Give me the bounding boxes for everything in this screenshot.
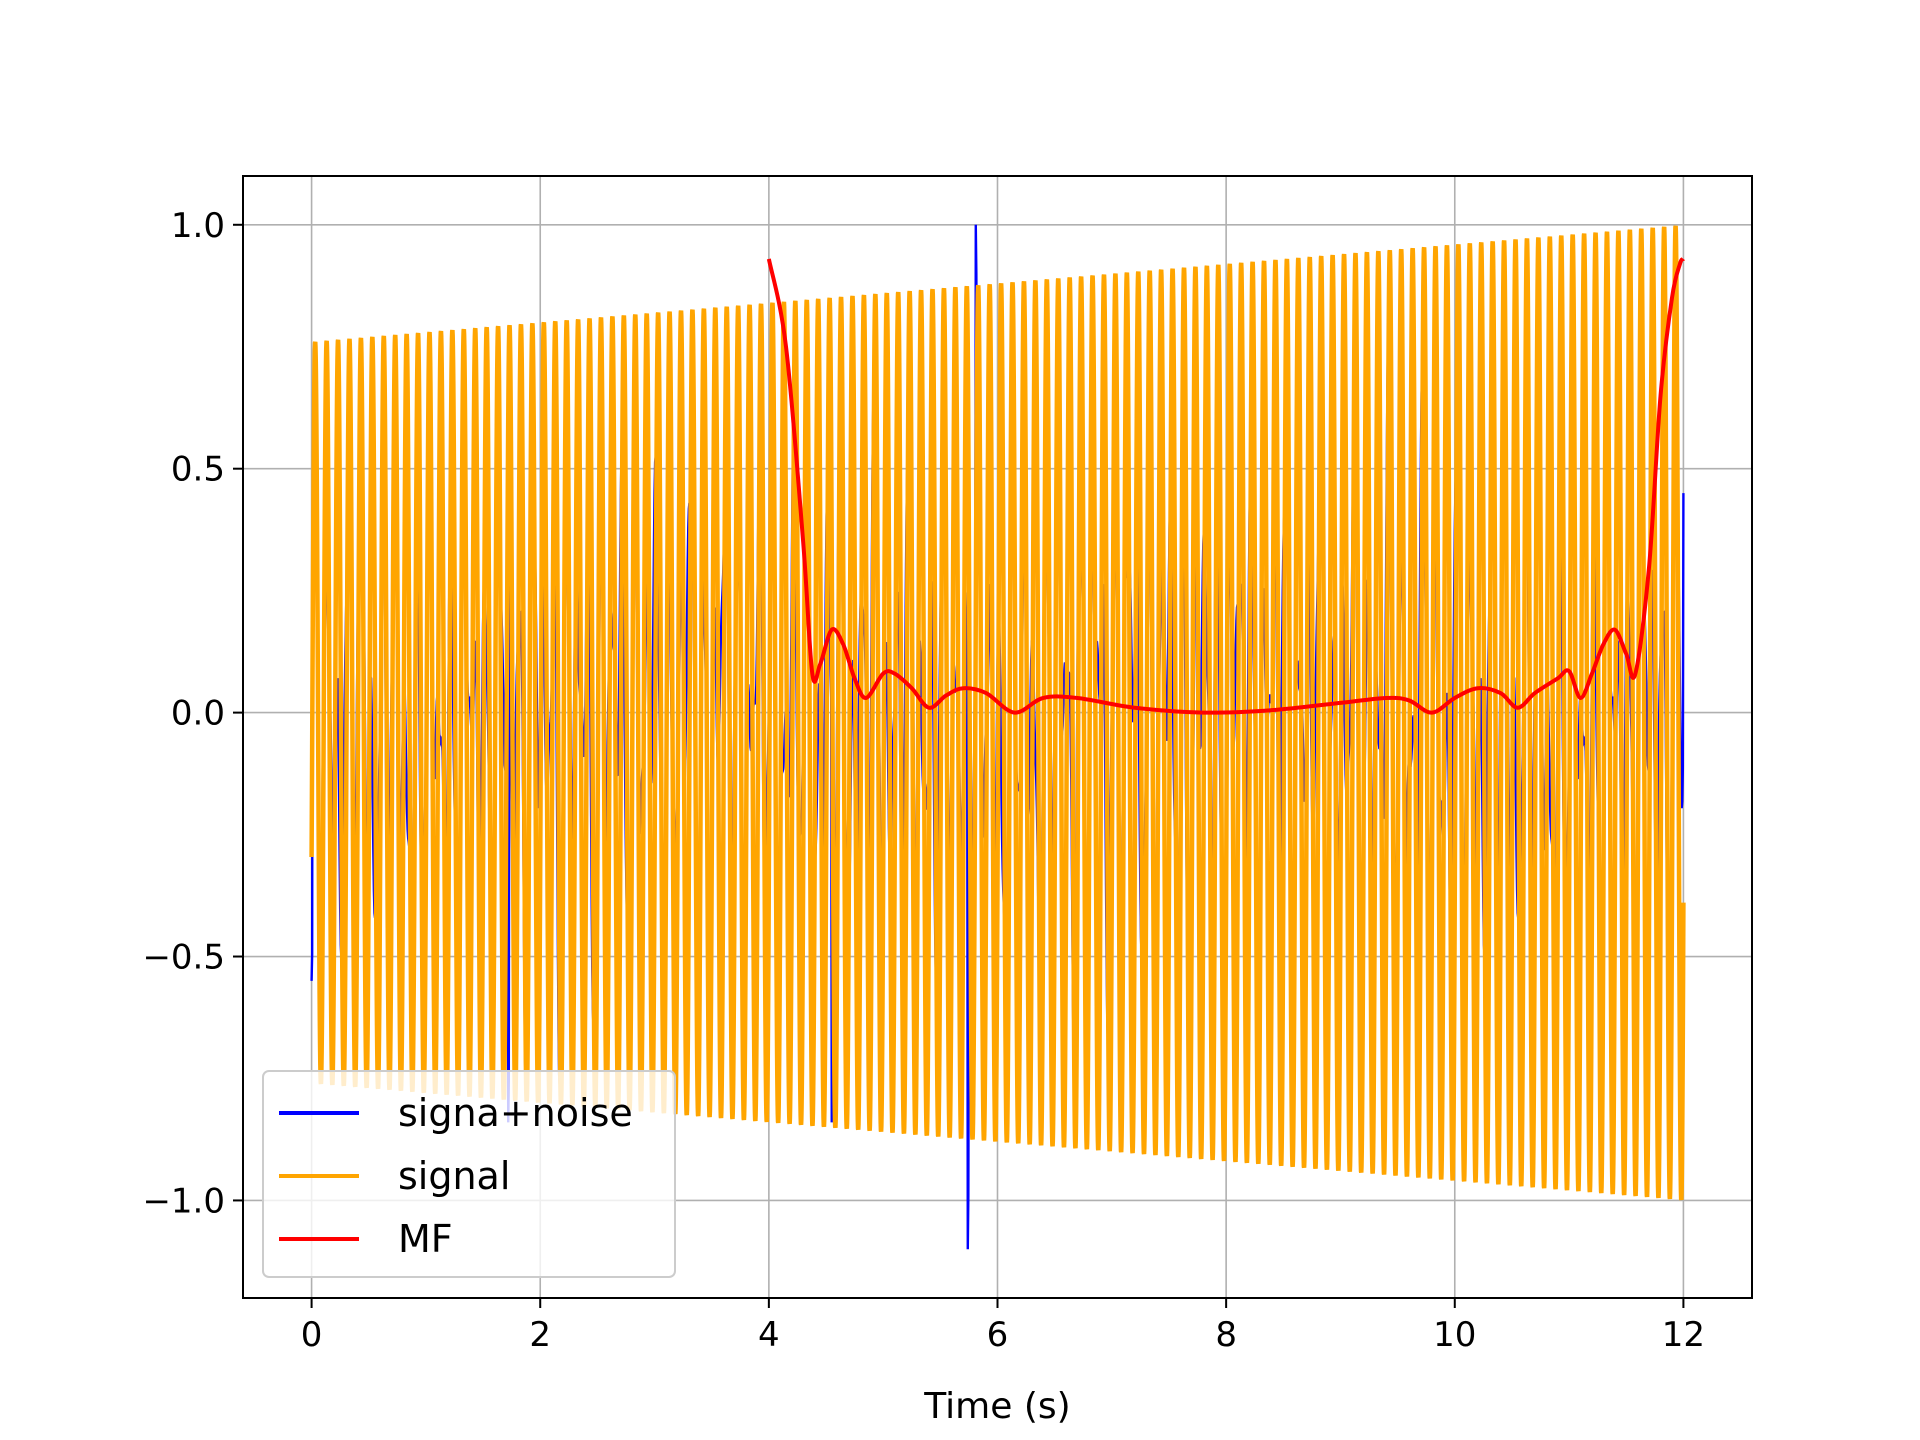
legend-label: signa+noise — [398, 1091, 633, 1135]
legend-label: MF — [398, 1217, 453, 1261]
x-axis-label: Time (s) — [923, 1386, 1070, 1427]
series-layer — [309, 224, 1686, 1250]
y-tick-label: −1.0 — [142, 1181, 225, 1221]
series-signal-line — [309, 225, 1686, 1201]
series-mf-line — [766, 257, 1686, 715]
x-tick-label: 0 — [301, 1315, 323, 1355]
x-tick-label: 2 — [529, 1315, 551, 1355]
y-tick-label: 0.0 — [171, 694, 225, 734]
legend-label: signal — [398, 1154, 510, 1198]
y-tick-label: −0.5 — [142, 938, 225, 978]
legend-box — [262, 1070, 676, 1278]
y-tick-label: 1.0 — [171, 206, 225, 246]
x-tick-label: 10 — [1433, 1315, 1476, 1355]
x-tick-label: 4 — [758, 1315, 780, 1355]
x-tick-label: 6 — [987, 1315, 1009, 1355]
legend: signa+noise signal MF — [262, 1070, 676, 1278]
y-tick-label: 0.5 — [171, 450, 225, 490]
x-tick-label: 12 — [1662, 1315, 1705, 1355]
x-tick-label: 8 — [1215, 1315, 1237, 1355]
ticks: 0 2 4 6 8 10 12 −1.0 −0.5 0.0 0.5 1.0 — [142, 206, 1705, 1355]
